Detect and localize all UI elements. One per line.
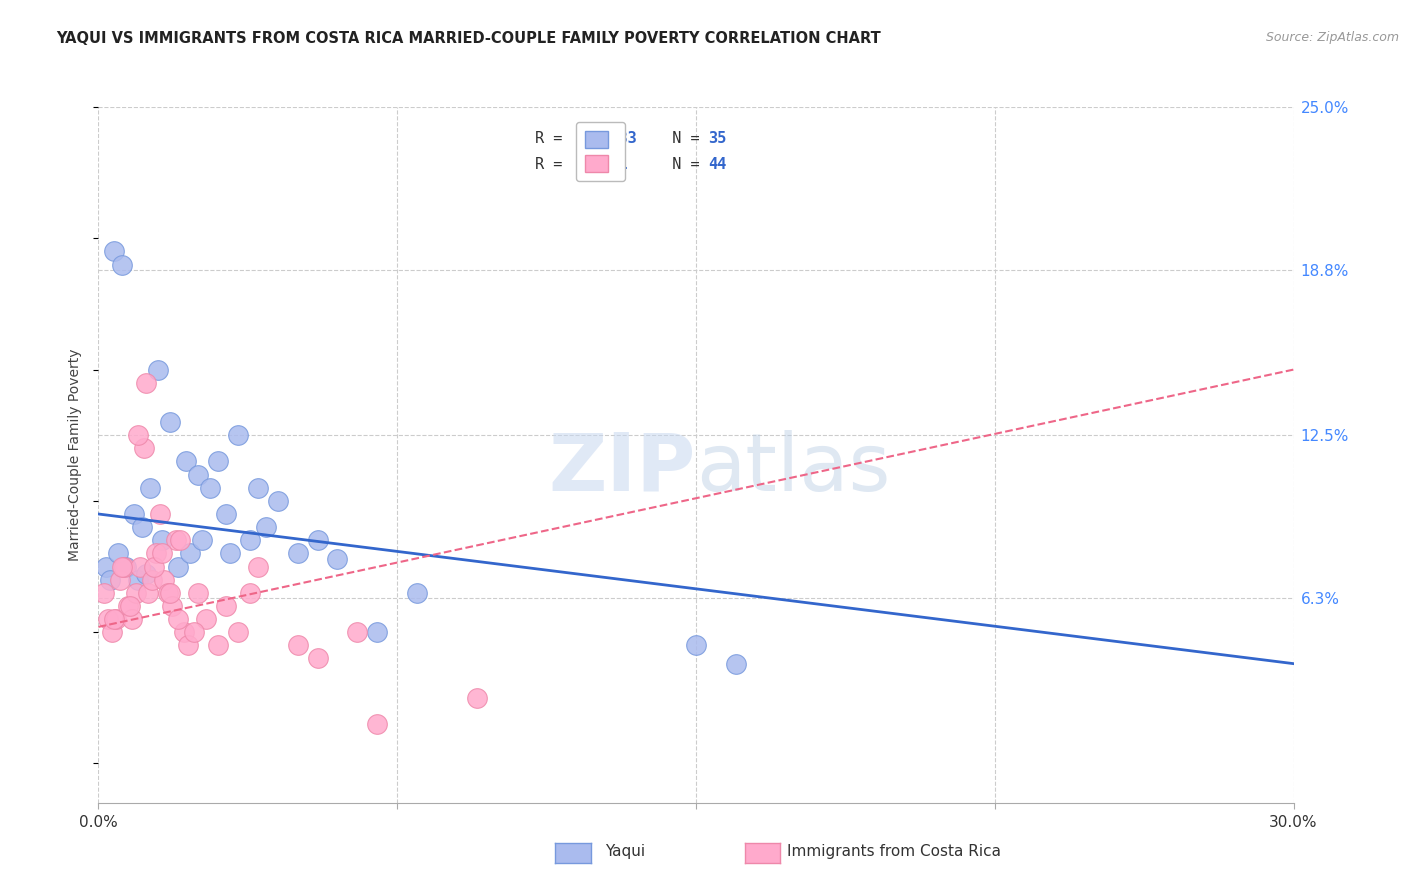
Point [153,573,176,587]
Point [177,638,200,652]
Point [103,244,125,259]
Y-axis label: Married-Couple Family Poverty: Married-Couple Family Poverty [69,349,83,561]
Point [127,428,149,442]
Text: R =: R = [534,157,581,171]
Point [139,481,162,495]
Point [173,625,195,640]
Legend: , : , [576,121,624,181]
Point [246,481,269,495]
Point [98,573,122,587]
Point [167,612,190,626]
Point [179,546,201,560]
Text: Immigrants from Costa Rica: Immigrants from Costa Rica [787,845,1001,859]
Point [115,559,138,574]
Point [110,573,132,587]
Point [135,567,157,582]
Text: Source: ZipAtlas.com: Source: ZipAtlas.com [1265,31,1399,45]
Text: R =: R = [534,131,571,146]
Point [124,507,146,521]
Point [160,599,183,613]
Point [136,586,159,600]
Point [287,546,309,560]
Text: atlas: atlas [696,430,890,508]
Point [159,586,181,600]
Point [125,586,148,600]
Point [129,559,152,574]
Point [187,467,209,482]
Text: Yaqui: Yaqui [605,845,645,859]
Point [226,428,249,442]
Point [326,551,349,566]
Point [111,559,134,574]
Point [120,599,142,613]
Point [112,559,135,574]
Point [157,586,180,600]
Text: N =: N = [654,131,709,146]
Point [111,258,134,272]
Point [127,573,149,587]
Text: YAQUI VS IMMIGRANTS FROM COSTA RICA MARRIED-COUPLE FAMILY POVERTY CORRELATION CH: YAQUI VS IMMIGRANTS FROM COSTA RICA MARR… [56,31,882,46]
Point [96,559,118,574]
Point [183,625,205,640]
Point [141,573,163,587]
Point [187,586,209,600]
Point [465,690,488,705]
Point [191,533,214,548]
Point [226,625,249,640]
Point [107,546,129,560]
Point [215,599,238,613]
Point [685,638,707,652]
Point [103,612,125,626]
Point [195,612,218,626]
Point [287,638,309,652]
Point [246,559,269,574]
Point [346,625,368,640]
Text: 0.151: 0.151 [582,157,628,171]
Point [307,533,329,548]
Point [93,586,115,600]
Point [207,638,229,652]
Point [267,494,290,508]
Point [101,625,124,640]
Point [198,481,221,495]
Point [150,533,173,548]
Point [406,586,429,600]
Point [167,559,190,574]
Point [254,520,277,534]
Text: ZIP: ZIP [548,430,696,508]
Point [149,507,172,521]
Point [307,651,329,665]
Point [239,586,262,600]
Point [215,507,238,521]
Point [134,442,156,456]
Point [97,612,120,626]
Point [366,625,388,640]
Point [148,362,170,376]
Point [219,546,242,560]
Point [121,612,143,626]
Point [366,717,388,731]
Point [135,376,157,390]
Point [117,599,139,613]
Text: -0.183: -0.183 [582,131,637,146]
Point [145,546,167,560]
Text: N =: N = [654,157,709,171]
Point [169,533,191,548]
Point [131,520,153,534]
Point [174,454,197,468]
Point [239,533,262,548]
Point [207,454,229,468]
Text: 44: 44 [709,157,725,171]
Point [724,657,747,671]
Text: 35: 35 [709,131,725,146]
Point [105,612,128,626]
Point [150,546,173,560]
Point [143,559,166,574]
Point [159,415,181,429]
Point [165,533,187,548]
